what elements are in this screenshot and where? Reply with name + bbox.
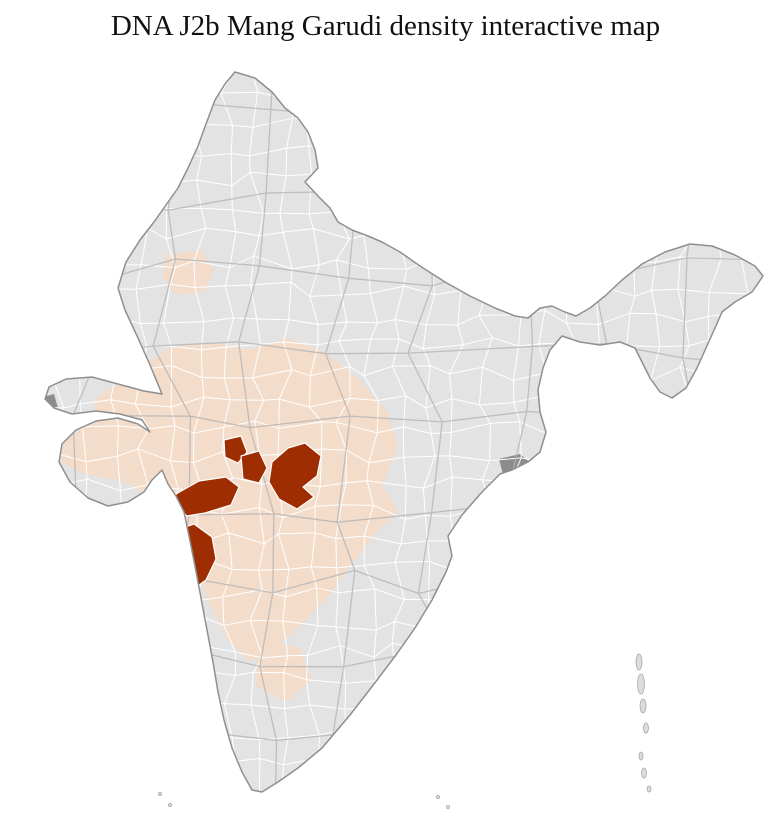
india-outline [44,71,764,793]
island [646,785,652,793]
india-clipped-layers [45,72,763,792]
island [638,751,644,761]
island [157,792,162,797]
high-density-district[interactable] [240,450,268,484]
island [635,653,643,671]
andaman-nicobar-islands[interactable] [635,653,652,793]
high-density-district[interactable] [268,442,322,510]
page-title: DNA J2b Mang Garudi density interactive … [110,10,661,42]
island [167,803,172,808]
island [643,722,649,734]
island [637,673,645,695]
island [445,805,450,810]
island [639,698,647,714]
island [435,795,440,800]
island [641,767,647,779]
lakshadweep-islands[interactable] [157,792,450,810]
